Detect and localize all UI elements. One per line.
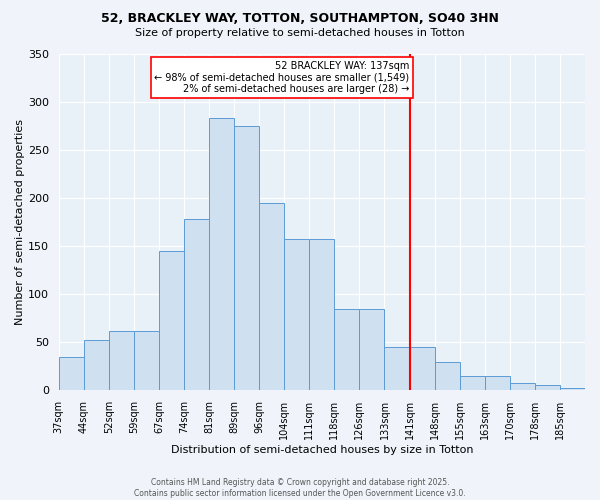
Bar [134,331,159,390]
Bar [410,347,434,391]
Bar [284,240,309,390]
Bar [184,220,209,390]
Bar [510,382,535,390]
X-axis label: Distribution of semi-detached houses by size in Totton: Distribution of semi-detached houses by … [170,445,473,455]
Bar [59,356,83,390]
Bar [434,362,460,390]
Bar [109,331,134,390]
Y-axis label: Number of semi-detached properties: Number of semi-detached properties [15,119,25,325]
Bar [83,340,109,390]
Text: Size of property relative to semi-detached houses in Totton: Size of property relative to semi-detach… [135,28,465,38]
Bar [234,126,259,390]
Bar [535,384,560,390]
Bar [209,118,234,390]
Bar [334,308,359,390]
Bar [159,251,184,390]
Bar [485,376,510,390]
Bar [309,240,334,390]
Bar [359,308,385,390]
Bar [385,347,410,391]
Bar [560,388,585,390]
Text: 52 BRACKLEY WAY: 137sqm
← 98% of semi-detached houses are smaller (1,549)
2% of : 52 BRACKLEY WAY: 137sqm ← 98% of semi-de… [154,60,410,94]
Bar [460,376,485,390]
Text: 52, BRACKLEY WAY, TOTTON, SOUTHAMPTON, SO40 3HN: 52, BRACKLEY WAY, TOTTON, SOUTHAMPTON, S… [101,12,499,26]
Bar [259,203,284,390]
Text: Contains HM Land Registry data © Crown copyright and database right 2025.
Contai: Contains HM Land Registry data © Crown c… [134,478,466,498]
